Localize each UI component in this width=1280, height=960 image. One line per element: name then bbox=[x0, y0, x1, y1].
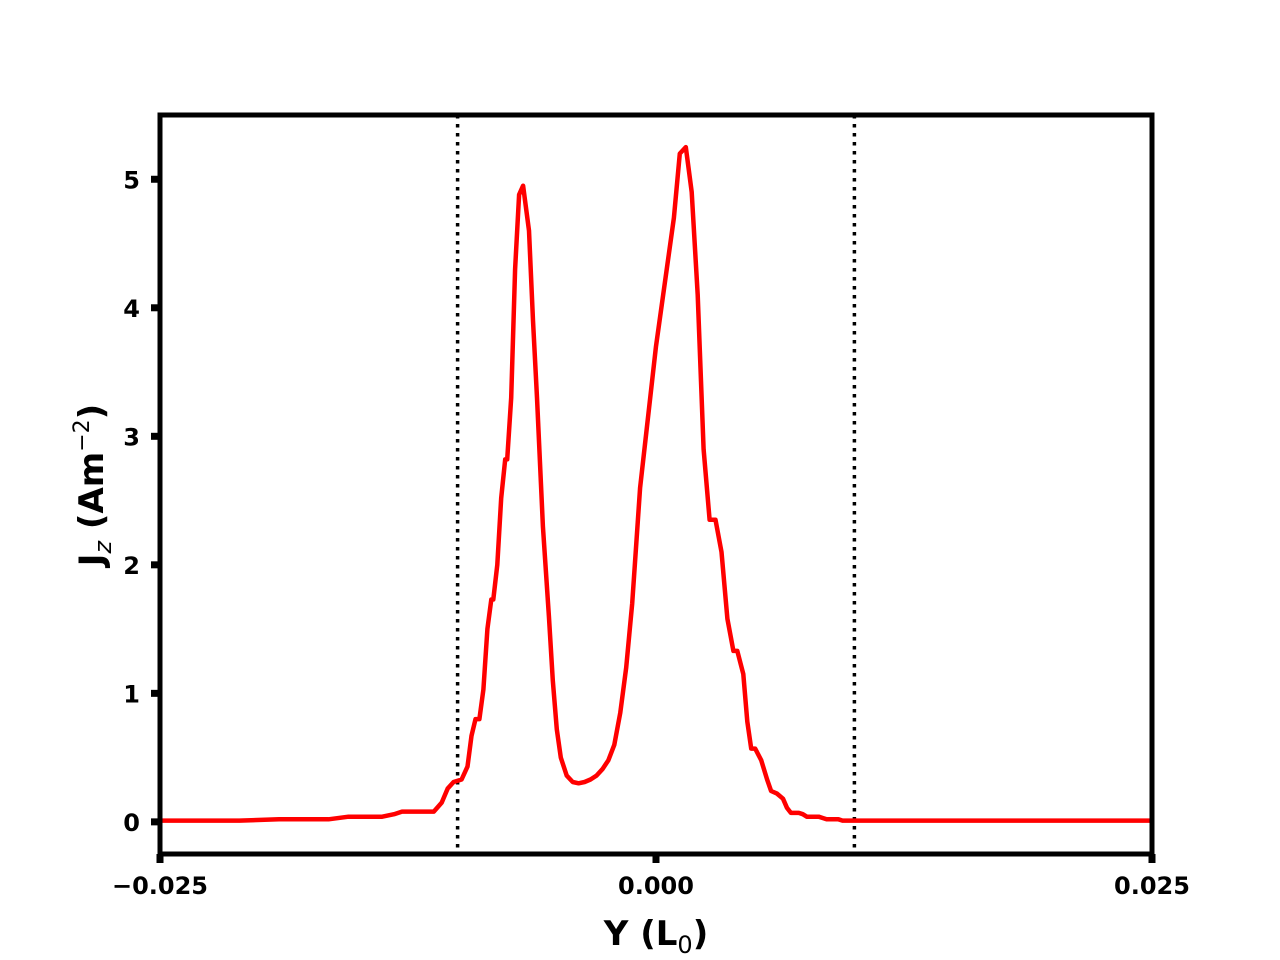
y-tick-label: 3 bbox=[123, 423, 140, 451]
axis-ticks: −0.025 0.000 0.025 0 1 2 3 4 5 bbox=[112, 166, 1190, 900]
y-tick-label: 1 bbox=[123, 680, 140, 708]
plot-frame bbox=[157, 112, 1155, 857]
x-axis-label: Y (L0) bbox=[603, 914, 709, 959]
x-tick-label: 0.025 bbox=[1114, 872, 1190, 900]
plot-area bbox=[157, 115, 1155, 854]
y-tick-label: 4 bbox=[123, 295, 140, 323]
x-tick-label: 0.000 bbox=[618, 872, 694, 900]
y-tick-label: 0 bbox=[123, 809, 140, 837]
y-tick-label: 2 bbox=[123, 552, 140, 580]
y-axis-label: Jz (Am−2) bbox=[70, 404, 117, 568]
x-tick-label: −0.025 bbox=[112, 872, 208, 900]
y-tick-label: 5 bbox=[123, 166, 140, 194]
series-line-1 bbox=[157, 144, 1155, 823]
